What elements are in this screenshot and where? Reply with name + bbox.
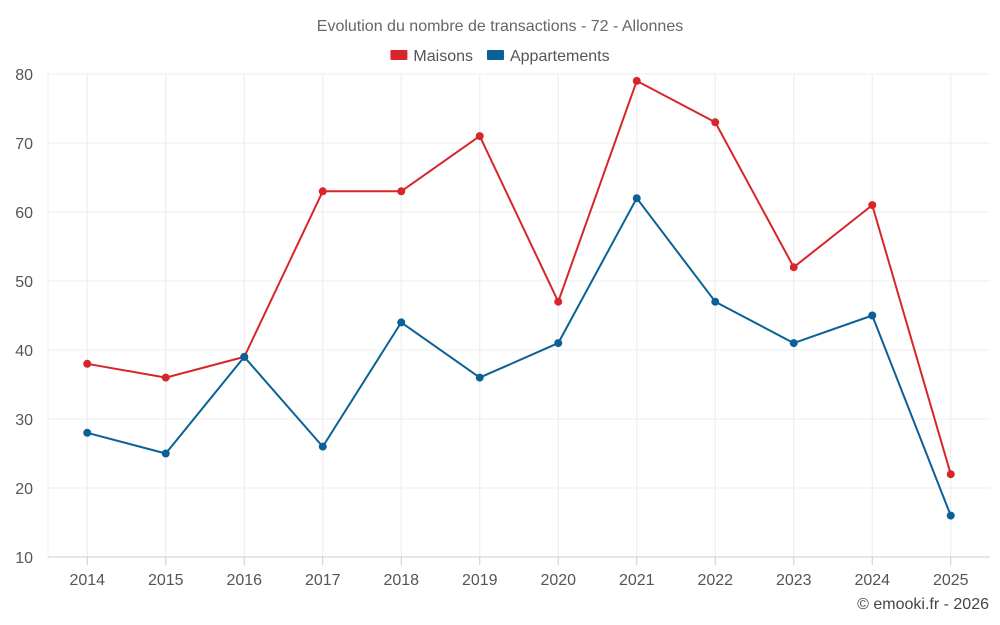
data-point-maisons[interactable]: [632, 76, 641, 85]
series-line-appartements[interactable]: [86, 197, 952, 516]
data-point-maisons[interactable]: [475, 132, 484, 141]
legend-swatch: [486, 50, 504, 60]
data-point-maisons[interactable]: [711, 118, 720, 127]
data-point-appartements[interactable]: [161, 449, 170, 458]
x-tick-label: 2019: [462, 572, 498, 589]
data-point-maisons[interactable]: [868, 201, 877, 210]
x-tick-label: 2020: [540, 572, 576, 589]
y-tick-label: 20: [15, 481, 33, 498]
legend[interactable]: Maisons Appartements: [390, 48, 610, 65]
x-tick-label: 2014: [69, 572, 105, 589]
legend-label: Maisons: [413, 48, 473, 65]
y-tick-label: 60: [15, 205, 33, 222]
y-tick-label: 40: [15, 343, 33, 360]
data-point-appartements[interactable]: [397, 318, 406, 327]
x-tick-label: 2022: [697, 572, 733, 589]
y-tick-label: 10: [15, 550, 33, 567]
legend-item-appartements[interactable]: Appartements: [486, 48, 610, 65]
data-point-maisons[interactable]: [83, 359, 92, 368]
data-point-appartements[interactable]: [240, 352, 249, 361]
y-tick-label: 50: [15, 274, 33, 291]
data-point-maisons[interactable]: [318, 187, 327, 196]
x-tick-label: 2018: [383, 572, 419, 589]
data-point-appartements[interactable]: [868, 311, 877, 320]
data-point-maisons[interactable]: [397, 187, 406, 196]
data-point-appartements[interactable]: [318, 442, 327, 451]
series-layer: [83, 76, 955, 520]
y-tick-label: 30: [15, 412, 33, 429]
credit-text: © emooki.fr - 2026: [857, 596, 989, 613]
data-point-appartements[interactable]: [554, 339, 563, 348]
series-line-maisons[interactable]: [87, 79, 952, 475]
x-tick-label: 2023: [776, 572, 812, 589]
x-tick-label: 2015: [148, 572, 184, 589]
x-tick-label: 2017: [305, 572, 341, 589]
x-tick-label: 2016: [226, 572, 262, 589]
data-point-appartements[interactable]: [711, 297, 720, 306]
x-tick-label: 2021: [619, 572, 655, 589]
data-point-appartements[interactable]: [946, 511, 955, 520]
data-point-maisons[interactable]: [554, 297, 563, 306]
legend-item-maisons[interactable]: Maisons: [390, 48, 473, 65]
data-point-appartements[interactable]: [789, 339, 798, 348]
data-point-maisons[interactable]: [789, 263, 798, 272]
legend-label: Appartements: [510, 48, 610, 65]
y-tick-label: 70: [15, 136, 33, 153]
data-point-appartements[interactable]: [83, 428, 92, 437]
data-point-appartements[interactable]: [475, 373, 484, 382]
grid: [48, 73, 990, 557]
legend-swatch: [390, 50, 408, 60]
data-point-maisons[interactable]: [161, 373, 170, 382]
data-point-maisons[interactable]: [946, 470, 955, 479]
data-point-appartements[interactable]: [632, 194, 641, 203]
axes: 10 20 30 40 50 60 70 80 2014 2015 2016 2017 2018 2019…: [15, 67, 990, 589]
x-tick-label: 2024: [854, 572, 890, 589]
x-tick-label: 2025: [933, 572, 969, 589]
y-tick-label: 80: [15, 67, 33, 84]
chart-title: Evolution du nombre de transactions - 72…: [317, 18, 683, 35]
